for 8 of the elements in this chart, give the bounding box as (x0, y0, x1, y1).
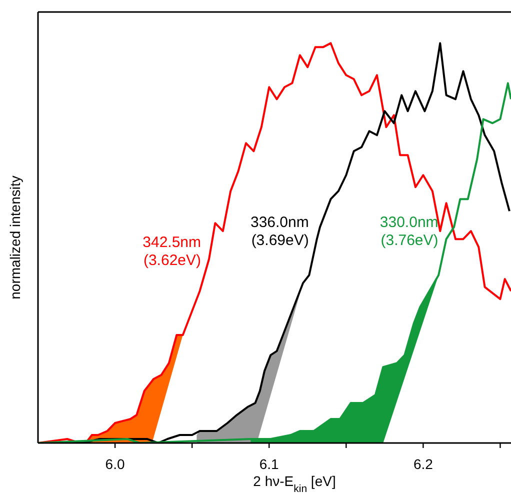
series-label: 342.5nm (3.62eV) (142, 234, 202, 270)
y-axis-title: normalized intensity (7, 176, 23, 300)
x-axis-title: 2 hν-E$_{kin}$ [eV] (253, 473, 336, 495)
x-tick-label: 6.0 (105, 456, 125, 472)
x-tick-label: 6.1 (259, 456, 280, 472)
series-label: 330.0nm (3.76eV) (380, 214, 438, 250)
series-label: 336.0nm (3.69eV) (250, 214, 309, 250)
x-tick-label: 6.2 (413, 456, 434, 472)
